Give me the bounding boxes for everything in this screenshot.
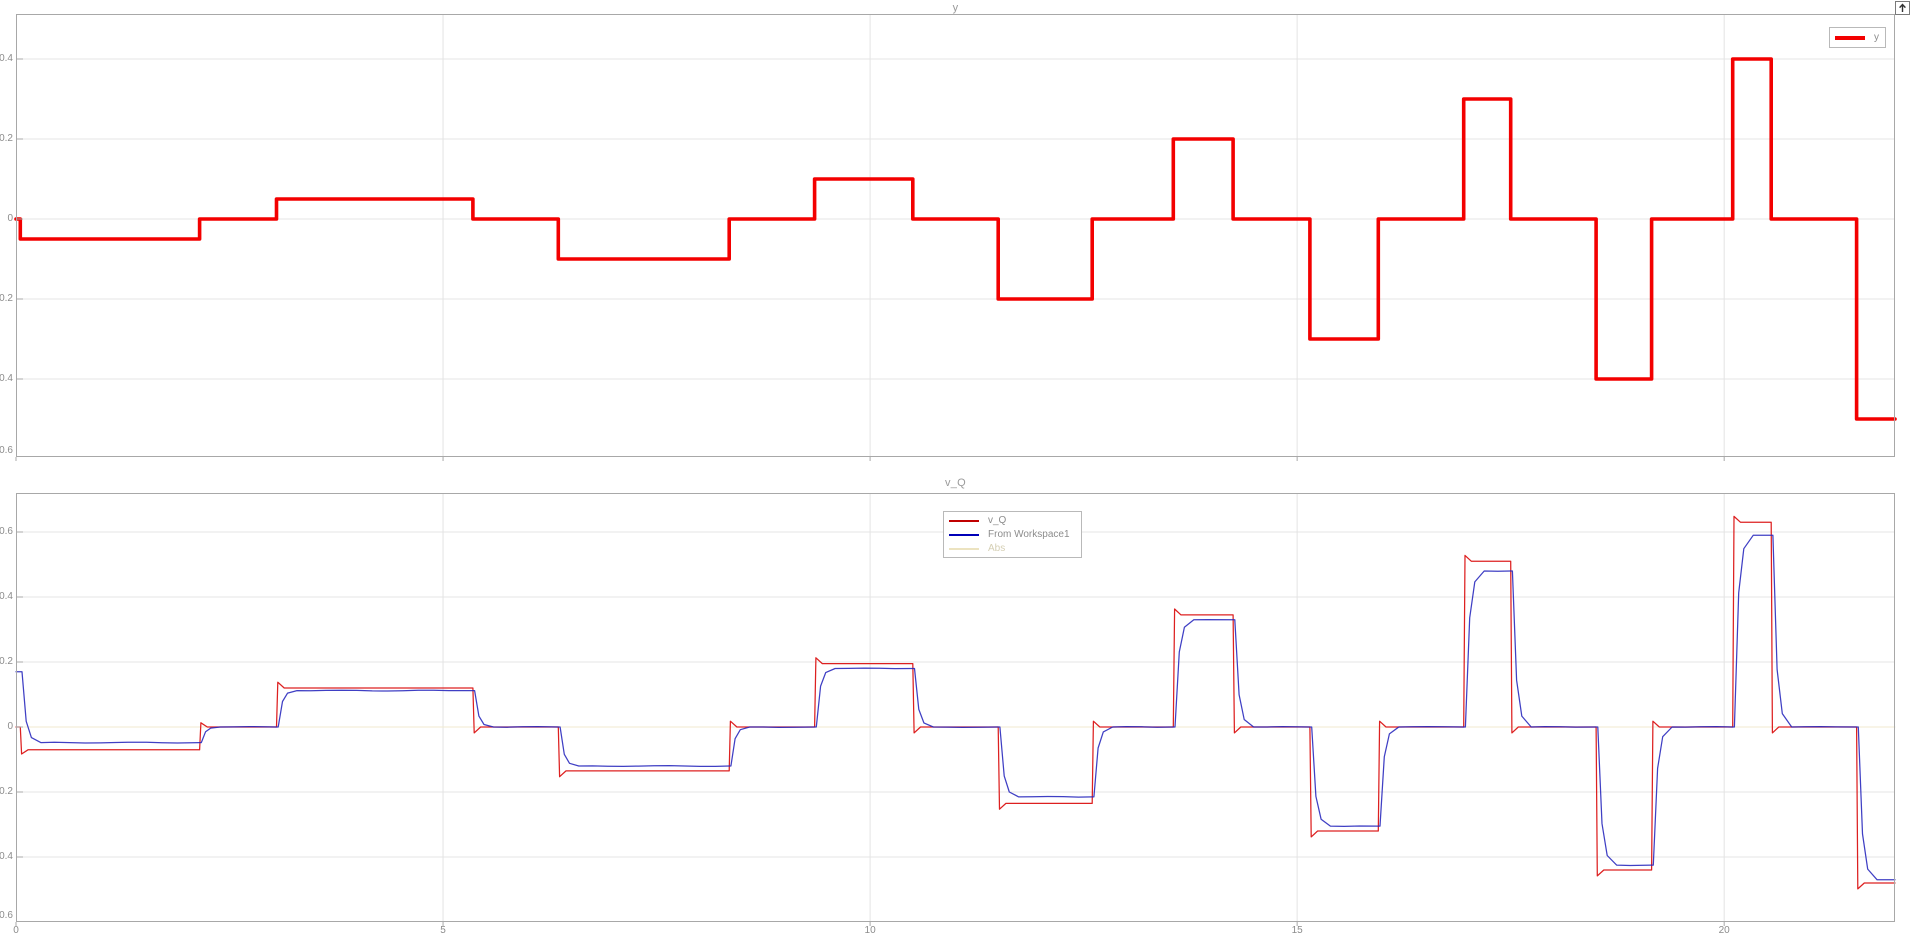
x-tick-label: 0 — [13, 925, 19, 933]
legend-entry-y[interactable]: y — [1830, 31, 1885, 45]
y-tick-label: 0.2 — [0, 656, 13, 667]
y-tick-label: 0 — [7, 721, 13, 732]
y-tick-label: -0.2 — [0, 786, 13, 797]
legend-label: v_Q — [988, 515, 1007, 526]
legend-entry-abs[interactable]: Abs — [944, 542, 1081, 556]
y-tick-label: 0.2 — [0, 133, 13, 144]
bottom-chart-title: v_Q — [944, 477, 967, 489]
series-v_q — [15, 515, 1896, 890]
top-chart-legend[interactable]: y — [1829, 27, 1886, 48]
top-chart-title: y — [952, 2, 959, 14]
legend-label: From Workspace1 — [988, 529, 1070, 540]
y-tick-label: -0.6 — [0, 445, 13, 456]
y-tick-label: -0.4 — [0, 373, 13, 384]
x-tick-label: 10 — [864, 925, 876, 933]
y-tick-label: 0.4 — [0, 53, 13, 64]
legend-line-swatch — [949, 533, 979, 536]
top-chart-plot-area[interactable] — [14, 14, 1897, 463]
popout-button[interactable] — [1895, 1, 1910, 15]
x-tick-label: 15 — [1291, 925, 1303, 933]
bottom-chart-legend[interactable]: v_Q From Workspace1 Abs — [943, 511, 1082, 558]
legend-line-swatch — [949, 519, 979, 522]
y-tick-label: 0 — [7, 213, 13, 224]
popout-icon — [1899, 3, 1906, 12]
y-tick-label: -0.2 — [0, 293, 13, 304]
y-tick-label: 0.4 — [0, 591, 13, 602]
bottom-chart-plot-area[interactable] — [15, 493, 1896, 928]
legend-line-swatch — [1835, 35, 1865, 40]
legend-entry-from-workspace1[interactable]: From Workspace1 — [944, 528, 1081, 542]
legend-line-swatch — [949, 547, 979, 550]
y-tick-label: -0.4 — [0, 851, 13, 862]
y-tick-label: 0.6 — [0, 526, 13, 537]
y-tick-label: -0.6 — [0, 910, 13, 921]
axes-border — [16, 493, 1895, 922]
series-y — [14, 57, 1897, 421]
x-tick-label: 20 — [1718, 925, 1730, 933]
series-from-workspace1 — [15, 534, 1896, 881]
legend-entry-v_q[interactable]: v_Q — [944, 514, 1081, 528]
axes-border — [16, 14, 1895, 457]
x-tick-label: 5 — [440, 925, 446, 933]
legend-label: y — [1874, 32, 1879, 43]
legend-label: Abs — [988, 543, 1006, 554]
